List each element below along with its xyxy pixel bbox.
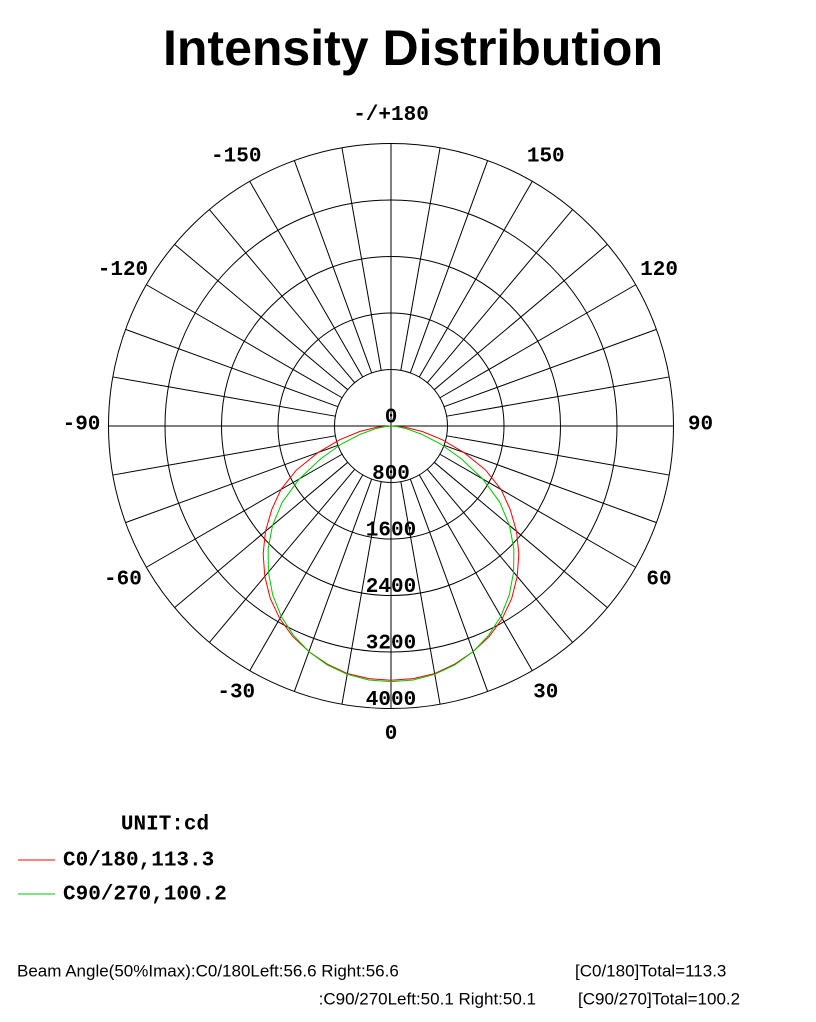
angle-tick-label: 60	[646, 568, 671, 591]
angle-tick-label: -90	[63, 414, 101, 437]
beam-note: [C90/270]Total=100.2	[578, 989, 740, 1008]
radial-tick-label: 0	[385, 407, 398, 430]
spoke	[341, 147, 382, 371]
spoke	[400, 147, 441, 371]
spoke	[293, 160, 373, 374]
spoke	[446, 435, 670, 476]
radial-tick-label: 800	[372, 463, 410, 486]
spoke	[433, 461, 608, 608]
spoke	[209, 209, 356, 384]
spoke	[433, 244, 608, 391]
spoke	[426, 209, 573, 384]
legend-label: C0/180,113.3	[63, 850, 214, 873]
radial-tick-label: 2400	[366, 576, 416, 599]
spoke	[400, 481, 441, 705]
beam-note: [C0/180]Total=113.3	[575, 961, 726, 980]
spoke	[443, 328, 657, 408]
spoke	[174, 461, 349, 608]
spoke	[418, 474, 533, 671]
angle-tick-label: 30	[533, 682, 558, 705]
spoke	[146, 284, 343, 399]
chart-title: Intensity Distribution	[163, 20, 663, 76]
spoke	[174, 244, 349, 391]
spoke	[125, 328, 339, 408]
angle-tick-label: 150	[527, 146, 565, 169]
spoke	[146, 453, 343, 568]
angle-tick-label: -60	[104, 568, 142, 591]
spoke	[418, 181, 533, 378]
legend-label: C90/270,100.2	[63, 884, 227, 907]
unit-label: UNIT:cd	[121, 814, 209, 837]
angle-tick-label: 90	[688, 414, 713, 437]
spoke	[209, 468, 356, 643]
intensity-curve	[267, 425, 515, 683]
spoke	[249, 474, 364, 671]
spoke	[341, 481, 382, 705]
spoke	[293, 478, 373, 692]
angle-tick-label: -120	[98, 259, 148, 282]
spoke	[409, 160, 489, 374]
angle-tick-label: -150	[211, 146, 261, 169]
beam-note: :C90/270Left:50.1 Right:50.1	[319, 989, 536, 1008]
spoke	[439, 284, 636, 399]
angle-tick-label: -/+180	[353, 104, 429, 127]
angle-tick-label: 120	[640, 259, 678, 282]
spoke	[112, 435, 336, 476]
angle-tick-label: -30	[217, 682, 255, 705]
spoke	[249, 181, 364, 378]
beam-note: Beam Angle(50%Imax):C0/180Left:56.6 Righ…	[17, 961, 399, 980]
spoke	[426, 468, 573, 643]
spoke	[443, 444, 657, 524]
spoke	[439, 453, 636, 568]
radial-tick-label: 4000	[366, 689, 416, 712]
intensity-curve	[262, 425, 520, 681]
spoke	[125, 444, 339, 524]
angle-tick-label: 0	[385, 723, 398, 746]
spoke	[409, 478, 489, 692]
spoke	[112, 376, 336, 417]
radial-tick-label: 1600	[366, 520, 416, 543]
spoke	[446, 376, 670, 417]
radial-tick-label: 3200	[366, 633, 416, 656]
